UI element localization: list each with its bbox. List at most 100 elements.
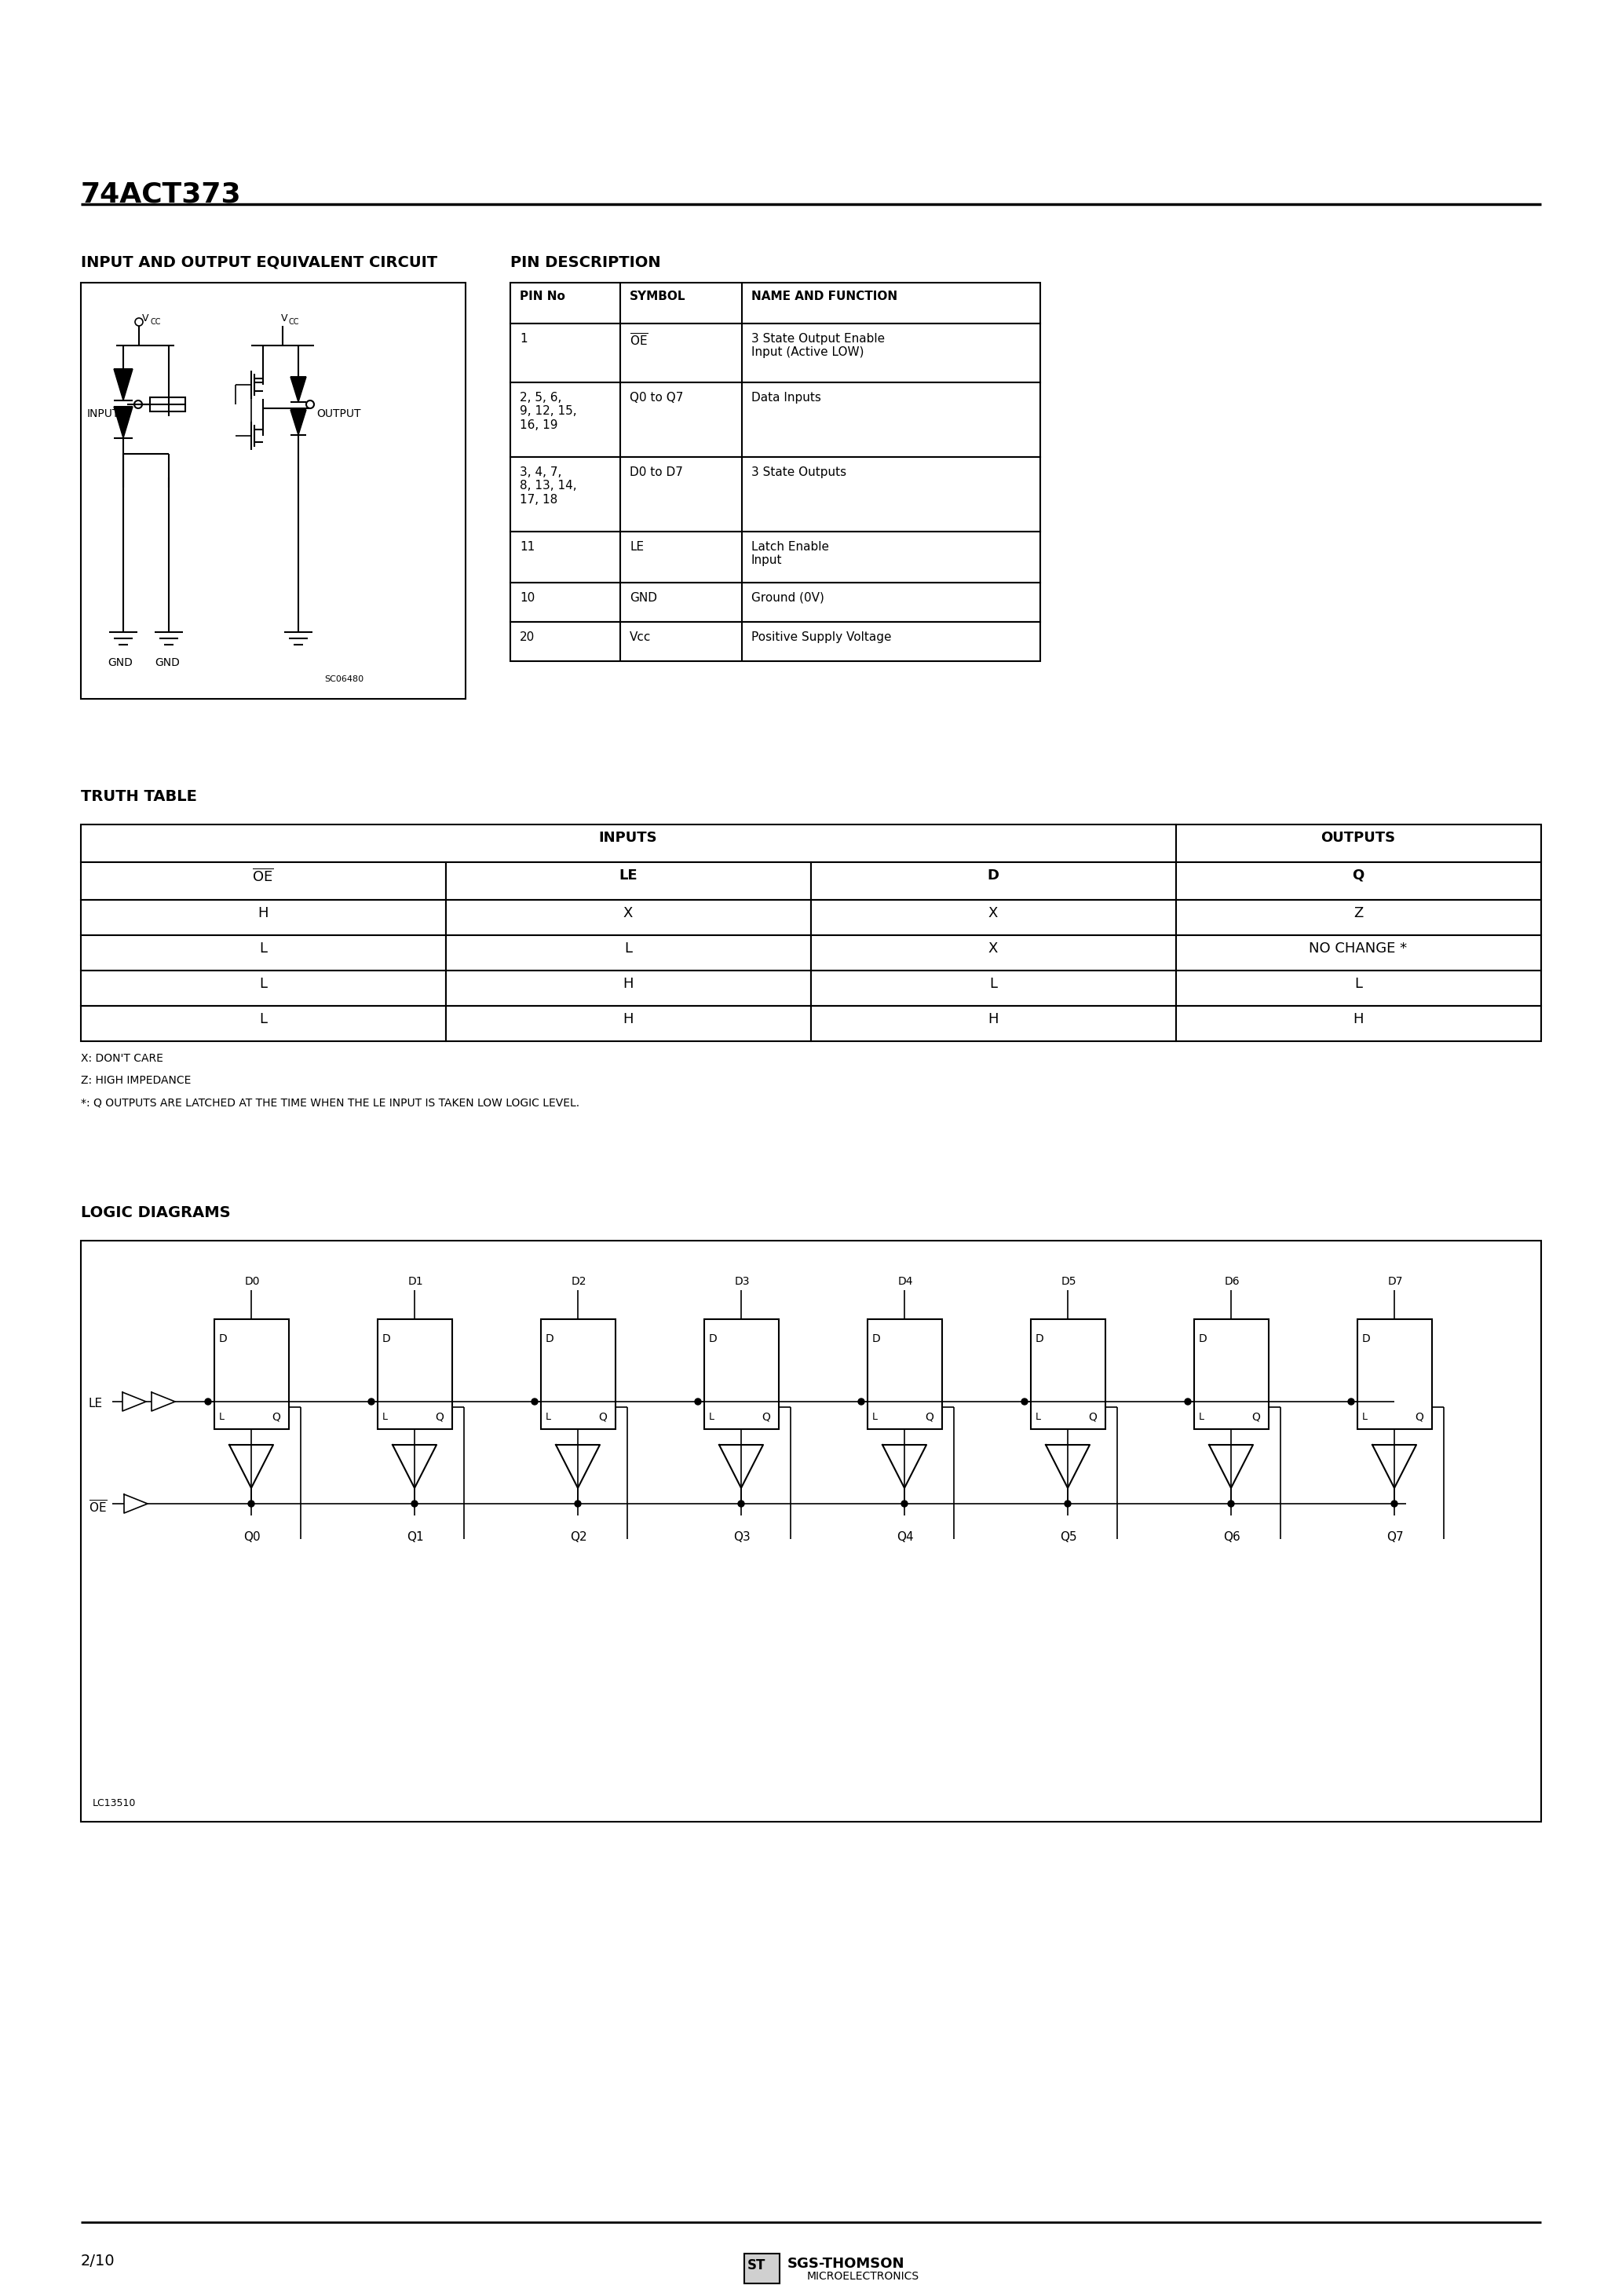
Bar <box>1176 824 1541 863</box>
Text: H: H <box>988 1013 999 1026</box>
Text: OUTPUT: OUTPUT <box>316 409 360 420</box>
Text: Z: Z <box>1353 907 1362 921</box>
Circle shape <box>412 1502 418 1506</box>
Bar <box>704 1320 779 1428</box>
Text: H: H <box>258 907 268 921</box>
Text: LE: LE <box>620 868 637 882</box>
Circle shape <box>532 1398 539 1405</box>
Text: $\overline{\mathrm{OE}}$: $\overline{\mathrm{OE}}$ <box>629 333 649 349</box>
Bar <box>149 397 185 411</box>
Text: L: L <box>383 1412 388 1421</box>
Bar <box>1176 900 1541 934</box>
Polygon shape <box>114 370 133 400</box>
Bar <box>1194 1320 1268 1428</box>
Circle shape <box>902 1502 908 1506</box>
Text: SGS-THOMSON: SGS-THOMSON <box>787 2257 905 2271</box>
Text: D0: D0 <box>245 1277 260 1288</box>
Bar <box>511 457 1040 533</box>
Text: Q: Q <box>1088 1412 1096 1424</box>
Text: Q: Q <box>925 1412 933 1424</box>
Text: 10: 10 <box>519 592 535 604</box>
Bar <box>81 934 446 971</box>
Text: $\overline{\mathrm{OE}}$: $\overline{\mathrm{OE}}$ <box>89 1499 107 1515</box>
Text: H: H <box>1353 1013 1364 1026</box>
Text: Z: HIGH IMPEDANCE: Z: HIGH IMPEDANCE <box>81 1075 191 1086</box>
Text: Q: Q <box>271 1412 281 1424</box>
Text: Positive Supply Voltage: Positive Supply Voltage <box>751 631 892 643</box>
Text: PIN No: PIN No <box>519 292 564 303</box>
Bar <box>511 622 1040 661</box>
Bar <box>811 900 1176 934</box>
Bar <box>868 1320 942 1428</box>
Circle shape <box>1348 1398 1354 1405</box>
Text: Latch Enable
Input: Latch Enable Input <box>751 542 829 567</box>
Bar <box>446 863 811 900</box>
Text: 20: 20 <box>519 631 535 643</box>
Text: L: L <box>624 941 633 955</box>
Text: L: L <box>545 1412 551 1421</box>
Text: ST: ST <box>748 2259 766 2273</box>
Text: L: L <box>260 976 268 992</box>
Circle shape <box>574 1502 581 1506</box>
Text: Q7: Q7 <box>1387 1531 1403 1543</box>
Polygon shape <box>114 406 133 439</box>
Circle shape <box>1228 1502 1234 1506</box>
Text: Q1: Q1 <box>407 1531 423 1543</box>
Circle shape <box>368 1398 375 1405</box>
Text: L: L <box>219 1412 224 1421</box>
Bar <box>511 324 1040 383</box>
Text: SYMBOL: SYMBOL <box>629 292 686 303</box>
Bar <box>1358 1320 1432 1428</box>
Text: INPUT AND OUTPUT EQUIVALENT CIRCUIT: INPUT AND OUTPUT EQUIVALENT CIRCUIT <box>81 255 438 271</box>
Text: 3 State Outputs: 3 State Outputs <box>751 466 847 478</box>
Bar <box>540 1320 615 1428</box>
Text: CC: CC <box>149 319 161 326</box>
Bar <box>1176 971 1541 1006</box>
Text: Q0: Q0 <box>243 1531 261 1543</box>
Text: GND: GND <box>154 657 180 668</box>
Text: Data Inputs: Data Inputs <box>751 393 821 404</box>
Bar <box>446 934 811 971</box>
Bar <box>81 824 1176 863</box>
Bar <box>446 900 811 934</box>
Text: X: DON'T CARE: X: DON'T CARE <box>81 1054 164 1063</box>
Text: D4: D4 <box>899 1277 913 1288</box>
Text: SC06480: SC06480 <box>324 675 363 684</box>
Bar <box>1176 934 1541 971</box>
Text: Q3: Q3 <box>733 1531 751 1543</box>
Text: L: L <box>1199 1412 1204 1421</box>
Text: X: X <box>988 941 998 955</box>
Text: Ground (0V): Ground (0V) <box>751 592 824 604</box>
Bar <box>446 1006 811 1040</box>
Text: X: X <box>623 907 633 921</box>
Polygon shape <box>290 377 307 402</box>
Text: INPUTS: INPUTS <box>599 831 657 845</box>
Text: NAME AND FUNCTION: NAME AND FUNCTION <box>751 292 897 303</box>
Circle shape <box>1064 1502 1071 1506</box>
Text: Q: Q <box>1252 1412 1260 1424</box>
Text: Q: Q <box>762 1412 770 1424</box>
Bar <box>81 1240 1541 1821</box>
Bar <box>1176 863 1541 900</box>
Text: D6: D6 <box>1225 1277 1241 1288</box>
Text: D: D <box>1199 1334 1207 1343</box>
Text: L: L <box>709 1412 714 1421</box>
Circle shape <box>1184 1398 1191 1405</box>
Bar <box>511 533 1040 583</box>
Text: OUTPUTS: OUTPUTS <box>1320 831 1395 845</box>
Text: H: H <box>623 976 633 992</box>
Text: D: D <box>709 1334 717 1343</box>
Bar <box>81 863 446 900</box>
Text: D2: D2 <box>571 1277 587 1288</box>
Text: D: D <box>988 868 999 882</box>
Circle shape <box>738 1502 744 1506</box>
Text: D0 to D7: D0 to D7 <box>629 466 683 478</box>
Text: 11: 11 <box>519 542 535 553</box>
Text: Q2: Q2 <box>569 1531 587 1543</box>
Text: D: D <box>873 1334 881 1343</box>
Text: Q: Q <box>435 1412 443 1424</box>
Text: 3 State Output Enable
Input (Active LOW): 3 State Output Enable Input (Active LOW) <box>751 333 886 358</box>
Bar <box>81 971 446 1006</box>
Bar <box>744 2255 780 2285</box>
Text: L: L <box>260 941 268 955</box>
